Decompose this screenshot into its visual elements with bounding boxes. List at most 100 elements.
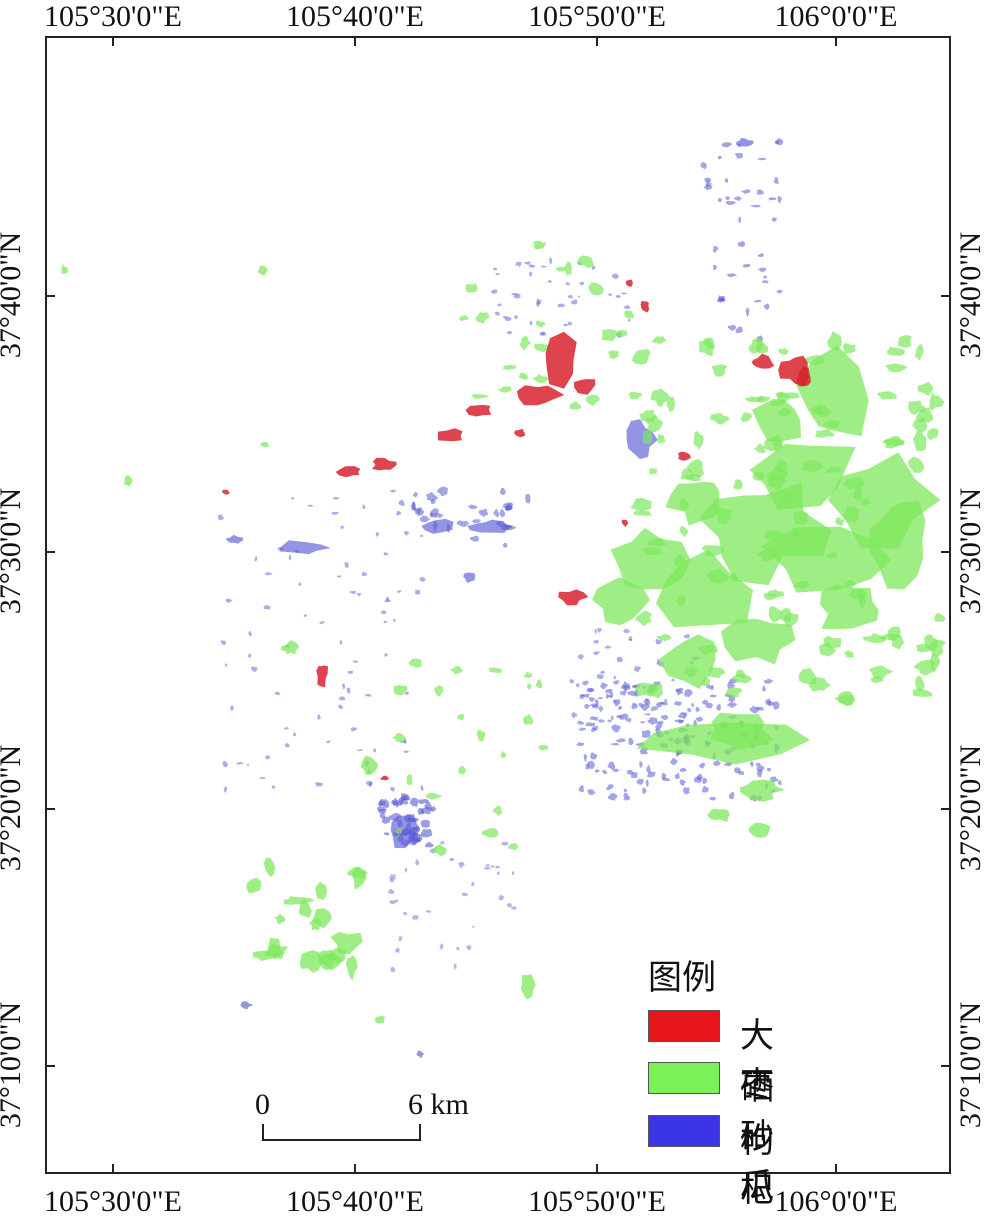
goji-field — [388, 874, 397, 880]
goji-field — [745, 307, 750, 317]
melon-field — [458, 315, 470, 322]
melon-field — [564, 261, 573, 277]
goji-field — [297, 582, 302, 586]
melon-field — [706, 568, 730, 584]
jujube-field — [640, 301, 650, 313]
goji-field — [611, 724, 621, 733]
scale-bar — [262, 1124, 421, 1141]
goji-field — [456, 520, 470, 527]
goji-field — [499, 487, 507, 496]
goji-field — [502, 542, 508, 548]
melon-field — [642, 430, 653, 444]
selenium-melon-layer — [61, 240, 946, 1024]
melon-field — [569, 402, 581, 410]
goji-field — [695, 716, 704, 723]
melon-field — [761, 526, 892, 593]
melon-field — [775, 459, 788, 473]
goji-field — [495, 273, 500, 276]
goji-field — [596, 674, 605, 680]
melon-field — [679, 525, 689, 538]
goji-field — [626, 419, 658, 460]
goji-field — [319, 621, 325, 625]
goji-field — [775, 140, 780, 145]
goji-field — [765, 697, 772, 706]
melon-field — [852, 486, 863, 501]
goji-field — [409, 797, 419, 808]
melon-field — [693, 430, 704, 450]
melon-field — [642, 547, 662, 556]
melon-field — [532, 240, 547, 250]
melon-field — [842, 476, 866, 490]
goji-field — [425, 491, 438, 502]
goji-field — [725, 196, 730, 201]
goji-field — [626, 769, 635, 775]
goji-field — [461, 892, 469, 897]
goji-field — [484, 866, 492, 870]
goji-field — [734, 152, 744, 159]
melon-field — [791, 528, 799, 540]
goji-field — [569, 679, 575, 684]
goji-field — [258, 777, 266, 779]
goji-field — [690, 702, 695, 708]
goji-field — [642, 786, 647, 795]
goji-field — [502, 502, 514, 511]
goji-field — [610, 742, 620, 746]
goji-field — [749, 705, 760, 714]
melon-field — [769, 398, 787, 407]
goji-field — [640, 702, 651, 712]
goji-field — [592, 725, 599, 731]
melon-field — [299, 950, 323, 973]
melon-field — [311, 908, 332, 929]
melon-field — [535, 678, 543, 689]
goji-field — [344, 561, 349, 568]
goji-field — [336, 575, 342, 578]
melon-field — [725, 686, 743, 698]
goji-field — [314, 782, 323, 787]
goji-field — [613, 699, 618, 703]
goji-field — [763, 303, 770, 310]
jujube-field — [516, 385, 565, 406]
melon-field — [246, 877, 262, 894]
goji-field — [716, 703, 722, 711]
melon-field — [710, 712, 774, 750]
goji-field — [577, 654, 584, 660]
melon-field — [826, 551, 837, 559]
goji-field — [589, 716, 599, 721]
right-lat-label-2: 37°30'0"N — [954, 487, 988, 615]
goji-field — [236, 761, 244, 765]
goji-field — [702, 777, 708, 784]
melon-field — [826, 466, 842, 474]
melon-field — [502, 365, 517, 370]
goji-field — [557, 303, 566, 308]
top-lon-label-3: 105°50'0"E — [528, 0, 666, 33]
melon-field — [639, 409, 657, 423]
goji-field — [679, 779, 686, 786]
goji-field — [607, 719, 612, 723]
goji-field — [777, 195, 783, 204]
goji-field — [777, 779, 782, 786]
goji-field — [577, 295, 581, 298]
goji-field — [601, 769, 608, 775]
melon-field — [394, 827, 403, 834]
melon-field — [771, 433, 782, 453]
melon-field — [764, 530, 787, 541]
goji-field — [398, 795, 409, 805]
goji-field — [284, 727, 289, 730]
goji-field — [494, 311, 501, 316]
melon-field — [907, 456, 924, 473]
goji-field — [604, 645, 612, 649]
melon-field — [929, 392, 945, 411]
goji-field — [616, 656, 623, 663]
goji-field — [565, 282, 571, 286]
goji-field — [735, 326, 743, 333]
melon-field — [778, 347, 789, 355]
goji-field — [661, 714, 669, 721]
jujube-field — [380, 775, 389, 781]
jujube-field — [796, 366, 811, 387]
goji-field — [623, 305, 631, 310]
goji-field — [647, 719, 651, 724]
goji-field — [683, 786, 690, 795]
goji-field — [493, 508, 499, 518]
melon-field — [679, 498, 690, 511]
